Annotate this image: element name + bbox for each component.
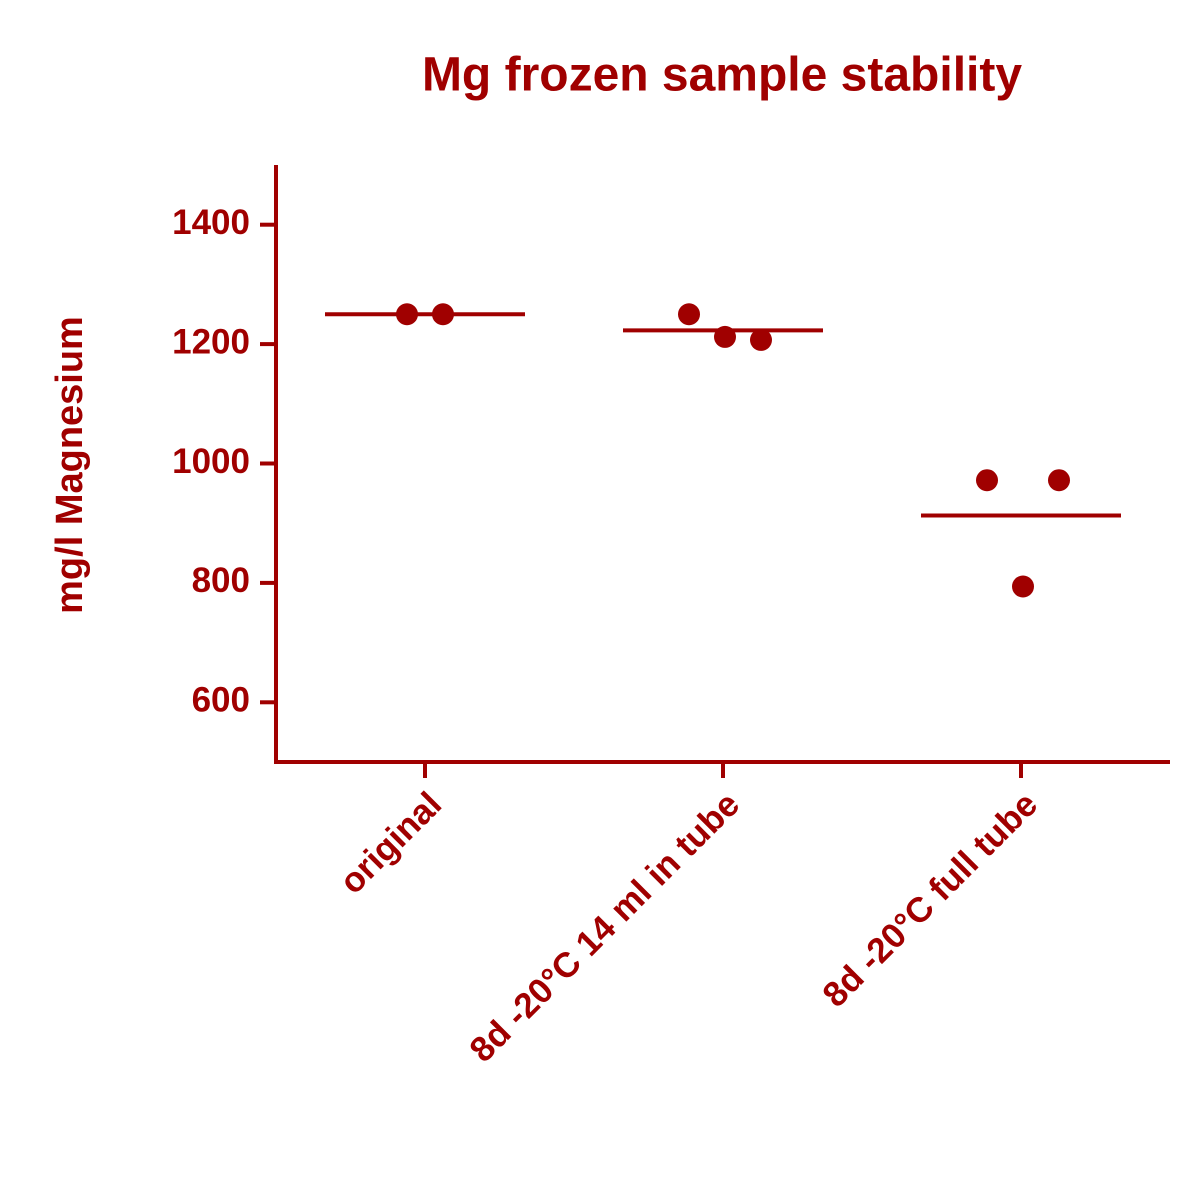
data-point (396, 303, 418, 326)
data-point (976, 469, 998, 492)
data-point (714, 325, 736, 348)
y-tick-label: 800 (192, 561, 250, 600)
y-tick-label: 600 (192, 681, 250, 720)
y-tick-label: 1400 (172, 203, 250, 242)
x-tick-label: 8d -20°C full tube (815, 785, 1045, 1015)
y-axis-label: mg/l Magnesium (49, 316, 91, 614)
x-tick-label: original (332, 785, 449, 902)
data-point (1048, 469, 1070, 492)
chart-title: Mg frozen sample stability (422, 49, 1022, 102)
data-point (1012, 575, 1034, 598)
data-point (678, 303, 700, 326)
y-tick-label: 1000 (172, 442, 250, 481)
data-point (750, 328, 772, 351)
data-point (432, 303, 454, 326)
x-tick-label: 8d -20°C 14 ml in tube (462, 785, 747, 1070)
y-tick-label: 1200 (172, 322, 250, 361)
